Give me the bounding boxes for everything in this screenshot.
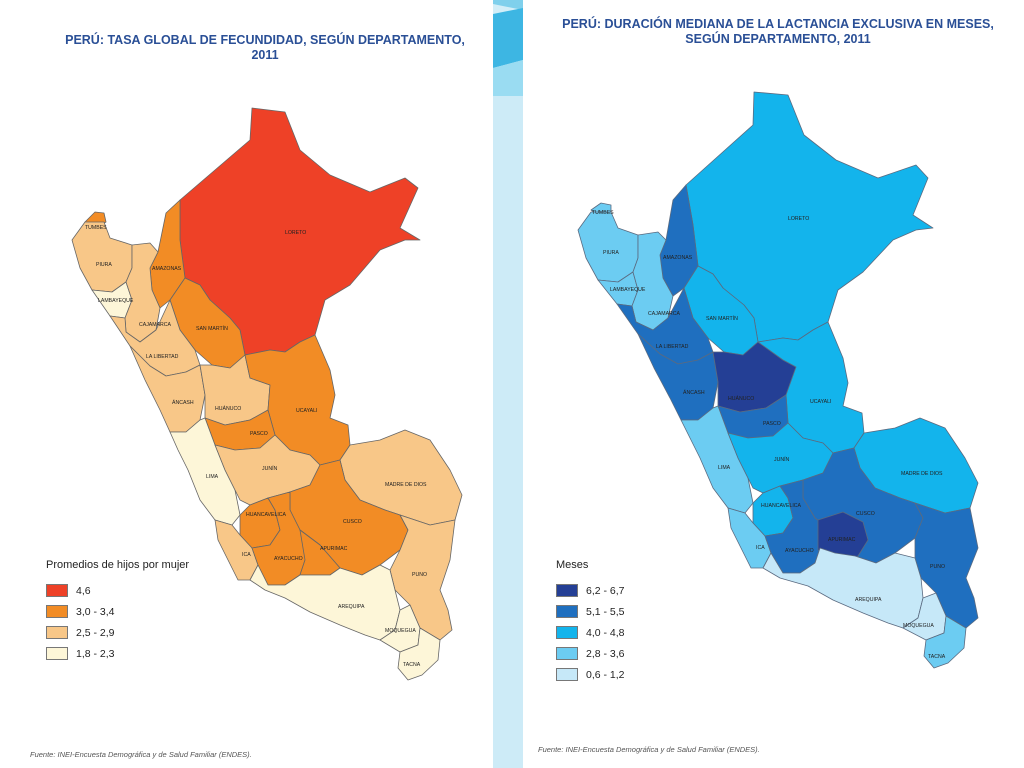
region-label-tacna: TACNA <box>403 662 421 668</box>
legend-label: 4,0 - 4,8 <box>586 626 625 639</box>
region-label-apurimac: APURIMAC <box>828 537 856 543</box>
region-label-cusco: CUSCO <box>856 511 875 517</box>
region-label-arequipa: AREQUIPA <box>855 597 882 603</box>
region-piura <box>71 221 133 293</box>
region-label-loreto: LORETO <box>285 230 306 236</box>
legend-label: 5,1 - 5,5 <box>586 605 625 618</box>
legend-item: 4,0 - 4,8 <box>556 622 625 643</box>
region-label-huanuco: HUÁNUCO <box>215 405 241 412</box>
legend-label: 4,6 <box>76 584 91 597</box>
region-label-san-martin: SAN MARTÍN <box>196 325 228 332</box>
region-label-junin: JUNÍN <box>262 465 278 472</box>
region-label-ucayali: UCAYALI <box>296 408 317 414</box>
legend-label: 3,0 - 3,4 <box>76 605 115 618</box>
region-label-cusco: CUSCO <box>343 519 362 525</box>
legend-title: Promedios de hijos por mujer <box>46 559 190 571</box>
decorative-divider <box>493 0 523 768</box>
legend-swatch <box>46 584 68 597</box>
region-label-arequipa: AREQUIPA <box>338 604 365 610</box>
region-label-moquegua: MOQUEGUA <box>903 623 934 629</box>
region-label-cajamarca: CAJAMARCA <box>648 311 681 317</box>
breastfeeding-legend: Meses 6,2 - 6,7 5,1 - 5,5 4,0 - 4,8 2,8 … <box>556 559 625 685</box>
region-label-piura: PIURA <box>96 262 112 268</box>
region-label-junin: JUNÍN <box>774 456 790 463</box>
region-label-apurimac: APURIMAC <box>320 546 348 552</box>
region-label-la-libertad: LA LIBERTAD <box>656 344 689 350</box>
region-label-ayacucho: AYACUCHO <box>785 548 814 554</box>
region-label-ancash: ÁNCASH <box>683 389 705 396</box>
region-label-lima: LIMA <box>206 474 219 480</box>
region-label-ica: ICA <box>242 552 251 558</box>
region-label-pasco: PASCO <box>763 421 781 427</box>
region-label-huancavelica: HUANCAVELICA <box>761 503 802 509</box>
region-label-moquegua: MOQUEGUA <box>385 628 416 634</box>
legend-item: 4,6 <box>46 580 189 601</box>
region-label-tumbes: TUMBES <box>85 225 107 231</box>
legend-item: 6,2 - 6,7 <box>556 580 625 601</box>
region-label-san-martin: SAN MARTÍN <box>706 315 738 322</box>
breastfeeding-map-title: PERÚ: DURACIÓN MEDIANA DE LA LACTANCIA E… <box>562 17 994 46</box>
region-ancash <box>129 345 206 433</box>
legend-item: 3,0 - 3,4 <box>46 601 189 622</box>
legend-item: 5,1 - 5,5 <box>556 601 625 622</box>
region-tacna <box>397 627 441 681</box>
region-label-huanuco: HUÁNUCO <box>728 395 754 402</box>
fertility-map-panel: PERÚ: TASA GLOBAL DE FECUNDIDAD, SEGÚN D… <box>0 0 493 768</box>
region-label-ucayali: UCAYALI <box>810 399 831 405</box>
legend-swatch <box>46 647 68 660</box>
legend-item: 2,8 - 3,6 <box>556 643 625 664</box>
region-tacna <box>923 615 967 669</box>
legend-swatch <box>556 668 578 681</box>
region-label-tacna: TACNA <box>928 654 946 660</box>
region-label-piura: PIURA <box>603 250 619 256</box>
legend-swatch <box>556 584 578 597</box>
legend-swatch <box>46 605 68 618</box>
region-ancash <box>637 333 719 421</box>
region-label-la-libertad: LA LIBERTAD <box>146 354 179 360</box>
region-label-pasco: PASCO <box>250 431 268 437</box>
legend-label: 2,8 - 3,6 <box>586 647 625 660</box>
breastfeeding-map-panel: PERÚ: DURACIÓN MEDIANA DE LA LACTANCIA E… <box>523 0 1024 768</box>
region-lima <box>680 405 754 514</box>
region-arequipa <box>762 547 924 629</box>
fertility-legend: Promedios de hijos por mujer 4,6 3,0 - 3… <box>46 559 189 664</box>
region-label-loreto: LORETO <box>788 216 809 222</box>
region-label-lima: LIMA <box>718 465 731 471</box>
region-label-ancash: ÁNCASH <box>172 399 194 406</box>
region-label-lambayeque: LAMBAYEQUE <box>98 298 134 304</box>
source-note: Fuente: INEI-Encuesta Demográfica y de S… <box>538 745 760 754</box>
legend-label: 2,5 - 2,9 <box>76 626 115 639</box>
fertility-map: LORETO TUMBES PIURA LAMBAYEQUE AMAZONAS … <box>71 107 463 681</box>
legend-item: 2,5 - 2,9 <box>46 622 189 643</box>
region-label-tumbes: TUMBES <box>592 210 614 216</box>
region-label-madre-de-dios: MADRE DE DIOS <box>385 482 427 488</box>
region-lima <box>169 417 241 526</box>
region-label-amazonas: AMAZONAS <box>663 255 693 261</box>
legend-title: Meses <box>556 559 589 571</box>
region-label-puno: PUNO <box>930 564 945 570</box>
region-label-madre-de-dios: MADRE DE DIOS <box>901 471 943 477</box>
region-label-ayacucho: AYACUCHO <box>274 556 303 562</box>
region-label-huancavelica: HUANCAVELICA <box>246 512 287 518</box>
legend-item: 1,8 - 2,3 <box>46 643 189 664</box>
legend-label: 0,6 - 1,2 <box>586 668 625 681</box>
region-label-ica: ICA <box>756 545 765 551</box>
legend-swatch <box>46 626 68 639</box>
legend-item: 0,6 - 1,2 <box>556 664 625 685</box>
legend-swatch <box>556 626 578 639</box>
region-piura <box>577 211 639 283</box>
fertility-map-title: PERÚ: TASA GLOBAL DE FECUNDIDAD, SEGÚN D… <box>65 33 465 62</box>
region-label-amazonas: AMAZONAS <box>152 266 182 272</box>
legend-label: 1,8 - 2,3 <box>76 647 115 660</box>
source-note: Fuente: INEI-Encuesta Demográfica y de S… <box>30 750 252 759</box>
region-label-lambayeque: LAMBAYEQUE <box>610 287 646 293</box>
region-label-cajamarca: CAJAMARCA <box>139 322 172 328</box>
breastfeeding-map: LORETO TUMBES PIURA LAMBAYEQUE AMAZONAS … <box>577 91 979 669</box>
region-label-puno: PUNO <box>412 572 427 578</box>
legend-swatch <box>556 647 578 660</box>
legend-label: 6,2 - 6,7 <box>586 584 625 597</box>
legend-swatch <box>556 605 578 618</box>
region-arequipa <box>249 564 401 641</box>
